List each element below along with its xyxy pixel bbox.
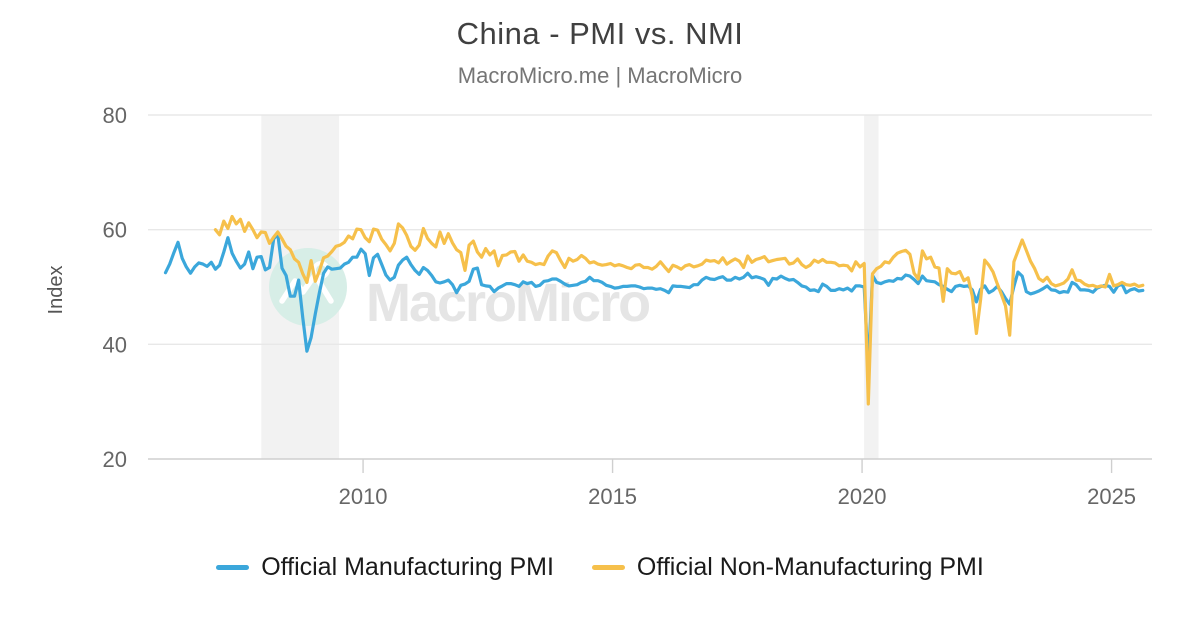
page-subtitle: MacroMicro.me | MacroMicro — [457, 63, 743, 88]
legend-item-manufacturing-pmi[interactable]: Official Manufacturing PMI — [216, 553, 554, 582]
non-manufacturing-pmi-legend-swatch — [591, 565, 625, 570]
y-axis-title: Index — [45, 266, 67, 315]
y-tick-label-40: 40 — [103, 332, 127, 357]
y-tick-label-60: 60 — [103, 218, 127, 243]
legend-item-non-manufacturing-pmi[interactable]: Official Non-Manufacturing PMI — [591, 553, 984, 582]
x-tick-label-2015: 2015 — [588, 484, 637, 509]
chart-legend: Official Manufacturing PMI Official Non-… — [0, 553, 1200, 582]
page-title: China - PMI vs. NMI — [456, 16, 744, 51]
y-tick-label-20: 20 — [103, 447, 127, 472]
manufacturing-pmi-legend-label: Official Manufacturing PMI — [261, 553, 554, 581]
x-tick-label-2025: 2025 — [1087, 484, 1136, 509]
non-manufacturing-pmi-line[interactable] — [213, 214, 1145, 406]
manufacturing-pmi-legend-swatch — [216, 565, 250, 570]
non-manufacturing-pmi-legend-label: Official Non-Manufacturing PMI — [636, 553, 984, 581]
x-tick-label-2020: 2020 — [838, 484, 887, 509]
x-tick-label-2010: 2010 — [339, 484, 388, 509]
y-tick-label-80: 80 — [103, 103, 127, 128]
